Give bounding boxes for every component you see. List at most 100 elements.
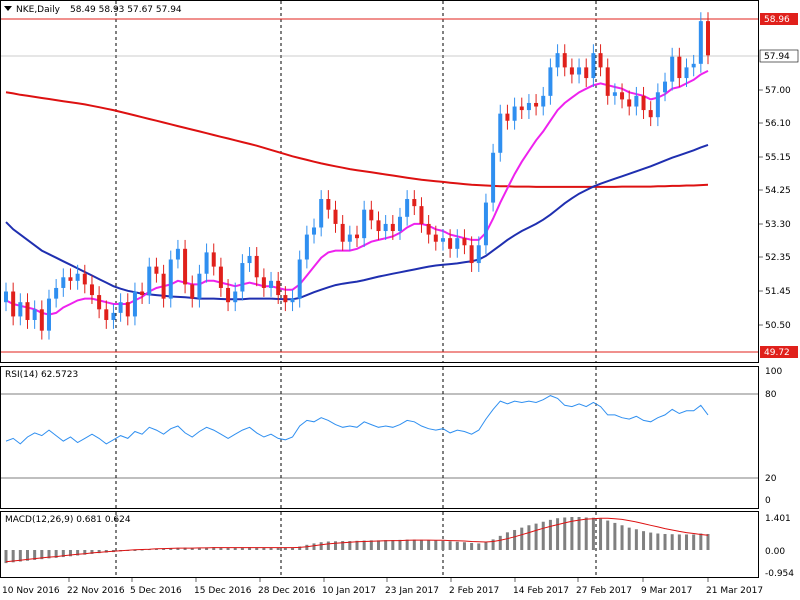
date-tick-label: 27 Feb 2017 [576, 586, 632, 596]
low-price-badge-text: 49.72 [764, 348, 790, 358]
macd-bar [556, 518, 560, 550]
candle-body [4, 291, 8, 303]
macd-bar [706, 533, 710, 550]
low-price-badge [760, 346, 798, 358]
candle-body [390, 223, 395, 232]
rsi-tick-label: 80 [765, 390, 777, 400]
macd-bar [376, 540, 380, 550]
candle-body [369, 209, 374, 221]
macd-bar [369, 540, 373, 550]
candle-body [154, 266, 159, 274]
macd-bar [391, 540, 395, 550]
candle-body [247, 255, 252, 264]
candle-body [383, 223, 388, 232]
candle-body [655, 92, 660, 118]
macd-bar [419, 539, 423, 550]
price-tick-label: 54.25 [765, 186, 791, 196]
candle-body [183, 248, 188, 285]
macd-tick-label: -0.954 [765, 569, 794, 579]
candle-body [161, 273, 166, 299]
macd-bar [412, 539, 416, 550]
candle-body [634, 95, 639, 107]
macd-bar [405, 539, 409, 550]
macd-bar [83, 550, 87, 555]
price-panel-frame [0, 0, 759, 363]
ohlc-label: 58.49 58.93 57.67 57.94 [70, 5, 182, 15]
macd-bar [197, 547, 201, 550]
candle-body [240, 263, 245, 292]
candle-body [312, 227, 317, 235]
macd-bar [448, 541, 452, 550]
candle-body [254, 255, 259, 278]
macd-bar [255, 547, 259, 550]
candle-body [226, 287, 231, 303]
macd-bar [40, 550, 44, 560]
macd-bar [563, 517, 567, 550]
candle-body [168, 259, 173, 299]
candle-body [455, 238, 460, 249]
date-tick-label: 14 Feb 2017 [513, 586, 569, 596]
candle-body [469, 245, 474, 264]
macd-bar [441, 540, 445, 550]
candle-body [448, 238, 453, 249]
candle-body [261, 277, 266, 288]
macd-bar [513, 529, 517, 550]
macd-bar [348, 541, 352, 550]
macd-bar [262, 547, 266, 550]
collapse-triangle-icon[interactable] [4, 6, 12, 11]
macd-bar [541, 521, 545, 550]
candle-body [670, 56, 675, 82]
macd-bar [162, 548, 166, 550]
candle-body [104, 309, 109, 320]
macd-bar [133, 550, 137, 551]
macd-bar [427, 540, 431, 550]
date-tick-label: 5 Dec 2016 [130, 586, 182, 596]
macd-bar [663, 533, 667, 550]
candle-body [233, 291, 238, 303]
macd-bar [269, 547, 273, 550]
macd-bar [90, 550, 94, 554]
candle-body [512, 106, 517, 121]
candle-body [82, 273, 87, 285]
macd-bar [140, 549, 144, 551]
date-tick-label: 9 Mar 2017 [641, 586, 692, 596]
macd-bar [455, 541, 459, 550]
last-price-badge [759, 49, 799, 63]
candle-body [562, 53, 567, 68]
candle-body [526, 102, 531, 111]
macd-bar [291, 547, 295, 550]
macd-bar [11, 550, 15, 563]
rsi-tick-label: 20 [765, 474, 777, 484]
macd-bar [76, 550, 80, 556]
macd-bar [276, 547, 280, 550]
high-price-badge [760, 13, 798, 25]
high-price-badge-text: 58.96 [764, 15, 790, 25]
macd-bar [634, 529, 638, 550]
candle-body [534, 102, 539, 107]
candle-body [118, 302, 123, 313]
ma-slow-line [5, 91, 709, 188]
macd-bar [627, 527, 631, 550]
candle-body [397, 216, 402, 232]
candle-body [304, 234, 309, 260]
candle-body [283, 295, 288, 303]
macd-bar [169, 548, 173, 550]
macd-bar [656, 533, 660, 550]
macd-bar [434, 540, 438, 550]
candle-body [648, 110, 653, 118]
candle-body [641, 95, 646, 111]
candle-body [333, 209, 338, 224]
price-tick-label: 50.50 [765, 321, 791, 331]
price-tick-label: 53.30 [765, 220, 791, 230]
macd-bar [527, 525, 531, 550]
price-tick-label: 52.35 [765, 253, 791, 263]
macd-bar [570, 517, 574, 550]
candle-body [340, 223, 345, 242]
candle-body [290, 298, 295, 303]
candle-body [347, 234, 352, 242]
macd-bar [491, 539, 495, 550]
candle-body [211, 252, 216, 267]
macd-bar [233, 547, 237, 550]
candle-body [555, 53, 560, 68]
date-tick-label: 21 Mar 2017 [706, 586, 763, 596]
